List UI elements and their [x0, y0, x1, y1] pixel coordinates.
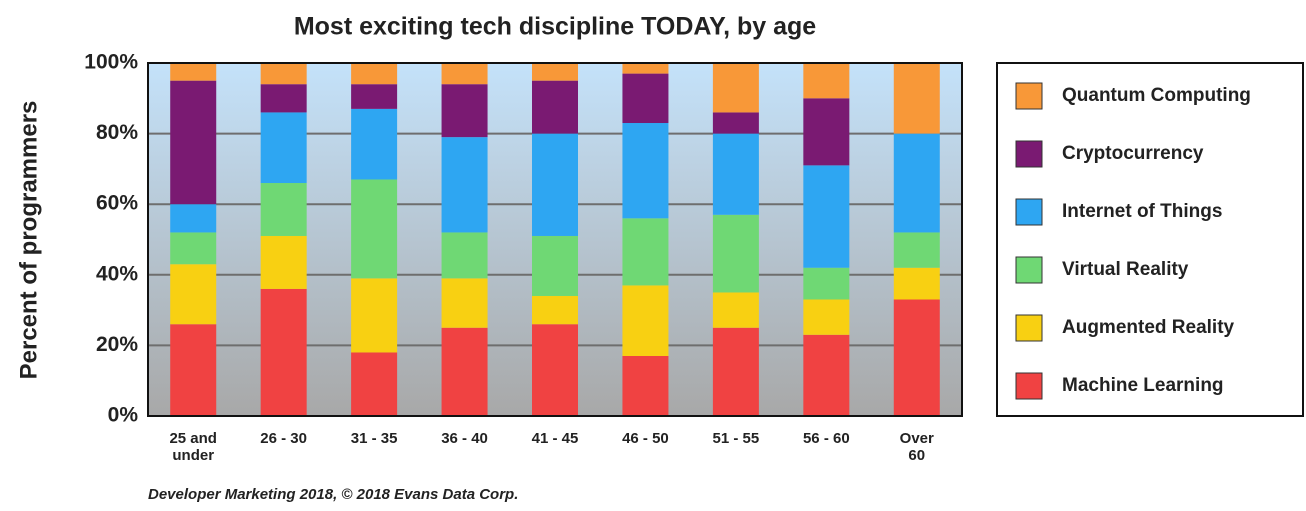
bar-segment: [712, 112, 759, 134]
y-tick-label: 20%: [96, 333, 138, 356]
bar-segment: [260, 112, 307, 184]
bar-segment: [351, 63, 398, 85]
x-tick-label: 41 - 45: [531, 430, 579, 447]
bar-segment: [351, 84, 398, 109]
y-axis-label: Percent of programmers: [15, 101, 42, 380]
legend-label: Augmented Reality: [1062, 317, 1235, 338]
bar-segment: [260, 183, 307, 236]
bar-segment: [170, 232, 217, 265]
x-tick-label: 36 - 40: [441, 430, 488, 447]
bar-segment: [351, 108, 398, 180]
bar-segment: [441, 327, 488, 416]
legend-swatch: [1015, 372, 1043, 400]
bar-segment: [893, 133, 940, 233]
bar-segment: [712, 327, 759, 416]
x-tick-label: 31 - 35: [350, 430, 398, 447]
source-note: Developer Marketing 2018, © 2018 Evans D…: [148, 486, 518, 503]
bar-segment: [441, 137, 488, 233]
bar-segment: [441, 232, 488, 279]
x-tick-label: 25 and under: [169, 430, 217, 464]
bar-segment: [803, 98, 850, 166]
bar-segment: [351, 179, 398, 279]
bar-segment: [441, 84, 488, 138]
y-tick-label: 60%: [96, 192, 138, 215]
bar-segment: [532, 295, 578, 325]
legend-label: Quantum Computing: [1062, 85, 1251, 106]
bar-segment: [532, 235, 578, 296]
legend-swatch: [1015, 140, 1043, 168]
x-tick-label: 26 - 30: [260, 430, 307, 447]
legend-label: Cryptocurrency: [1062, 143, 1204, 164]
bar-segment: [170, 264, 217, 325]
y-tick-label: 100%: [84, 51, 138, 74]
bar-segment: [622, 355, 669, 416]
x-tick-label: 56 - 60: [802, 430, 850, 447]
bar-segment: [170, 324, 217, 416]
plot-border: [147, 62, 963, 417]
bar-segment: [170, 204, 217, 233]
bar-segment: [260, 84, 307, 113]
legend-swatch: [1015, 82, 1043, 110]
bar-segment: [441, 278, 488, 328]
bar-segment: [351, 278, 398, 353]
x-tick-label: 51 - 55: [712, 430, 760, 447]
bar-segment: [532, 324, 578, 416]
legend-box: [996, 62, 1304, 417]
bar-segment: [170, 80, 217, 205]
legend-label: Virtual Reality: [1062, 259, 1189, 280]
bar-segment: [803, 267, 850, 300]
bar-segment: [712, 63, 759, 113]
bar-segment: [803, 63, 850, 99]
bar-segment: [260, 288, 307, 416]
bar-segment: [712, 214, 759, 293]
y-tick-label: 0%: [108, 404, 139, 427]
legend-label: Internet of Things: [1062, 201, 1222, 222]
bar-segment: [532, 63, 578, 81]
bar-segment: [260, 63, 307, 85]
bar-segment: [622, 63, 669, 74]
legend-label: Machine Learning: [1062, 375, 1224, 396]
bar-segment: [532, 133, 578, 236]
chart-title: Most exciting tech discipline TODAY, by …: [294, 13, 816, 41]
y-tick-label: 40%: [96, 262, 138, 285]
bar-segment: [622, 285, 669, 356]
bar-segment: [622, 218, 669, 286]
bar-segment: [441, 63, 488, 85]
y-tick-label: 80%: [96, 121, 138, 144]
bar-segment: [803, 165, 850, 268]
bar-segment: [260, 235, 307, 289]
bar-segment: [893, 267, 940, 300]
bar-segment: [532, 80, 578, 134]
bar-segment: [893, 299, 940, 416]
legend-swatch: [1015, 256, 1043, 284]
bar-segment: [170, 63, 217, 81]
bar-segment: [712, 133, 759, 215]
bar-segment: [351, 352, 398, 416]
x-tick-label: Over 60: [899, 430, 934, 464]
bar-segment: [712, 292, 759, 328]
bar-segment: [893, 63, 940, 134]
bar-segment: [803, 334, 850, 416]
bar-segment: [622, 123, 669, 219]
bar-segment: [622, 73, 669, 124]
legend-swatch: [1015, 198, 1043, 226]
x-tick-label: 46 - 50: [622, 430, 669, 447]
legend-swatch: [1015, 314, 1043, 342]
bar-segment: [893, 232, 940, 268]
bar-segment: [803, 299, 850, 335]
